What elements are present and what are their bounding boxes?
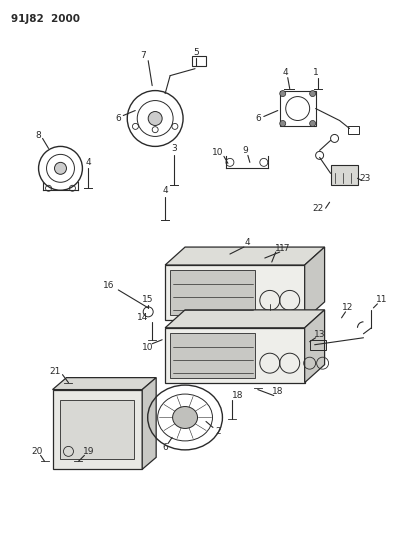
Text: 9: 9 xyxy=(242,146,248,155)
Text: 1: 1 xyxy=(313,68,318,77)
Bar xyxy=(170,270,255,315)
Text: 18: 18 xyxy=(232,391,243,400)
Text: 13: 13 xyxy=(314,330,325,340)
Text: 10: 10 xyxy=(143,343,154,352)
Text: 4: 4 xyxy=(283,68,288,77)
Bar xyxy=(330,165,358,185)
Polygon shape xyxy=(304,247,325,320)
Text: 17: 17 xyxy=(279,244,290,253)
Text: 4: 4 xyxy=(162,186,168,195)
Text: 3: 3 xyxy=(171,144,177,153)
Text: 15: 15 xyxy=(143,295,154,304)
Polygon shape xyxy=(52,377,156,390)
Text: 19: 19 xyxy=(83,447,94,456)
Bar xyxy=(280,91,316,126)
Bar xyxy=(192,56,206,66)
Circle shape xyxy=(148,111,162,125)
Text: 5: 5 xyxy=(193,48,199,57)
Bar xyxy=(61,400,134,459)
Circle shape xyxy=(280,120,286,126)
Bar xyxy=(310,340,325,350)
Polygon shape xyxy=(165,310,325,328)
Circle shape xyxy=(280,91,286,96)
Polygon shape xyxy=(142,377,156,470)
Text: 6: 6 xyxy=(255,114,261,123)
Text: 21: 21 xyxy=(50,367,61,376)
Circle shape xyxy=(54,163,66,174)
Text: 6: 6 xyxy=(162,443,168,452)
Polygon shape xyxy=(304,310,325,383)
Bar xyxy=(165,265,304,320)
Text: 1: 1 xyxy=(275,244,281,253)
Text: 16: 16 xyxy=(103,281,114,290)
Bar xyxy=(165,328,304,383)
Text: 11: 11 xyxy=(376,295,387,304)
Circle shape xyxy=(310,120,316,126)
Text: 14: 14 xyxy=(136,313,148,322)
Ellipse shape xyxy=(173,407,197,429)
Bar xyxy=(52,390,142,470)
Text: 22: 22 xyxy=(312,204,323,213)
Text: 6: 6 xyxy=(115,114,121,123)
Bar xyxy=(170,333,255,377)
Text: 7: 7 xyxy=(140,51,146,60)
Text: 2: 2 xyxy=(215,427,221,436)
Circle shape xyxy=(310,91,316,96)
Bar xyxy=(347,126,360,134)
Text: 23: 23 xyxy=(360,174,371,183)
Polygon shape xyxy=(165,247,325,265)
Text: 10: 10 xyxy=(212,148,224,157)
Text: 4: 4 xyxy=(86,158,91,167)
Text: 91J82  2000: 91J82 2000 xyxy=(11,14,80,24)
Text: 12: 12 xyxy=(342,303,353,312)
Text: 8: 8 xyxy=(36,131,42,140)
Text: 18: 18 xyxy=(272,387,283,396)
Text: 20: 20 xyxy=(31,447,42,456)
Text: 4: 4 xyxy=(245,238,250,247)
